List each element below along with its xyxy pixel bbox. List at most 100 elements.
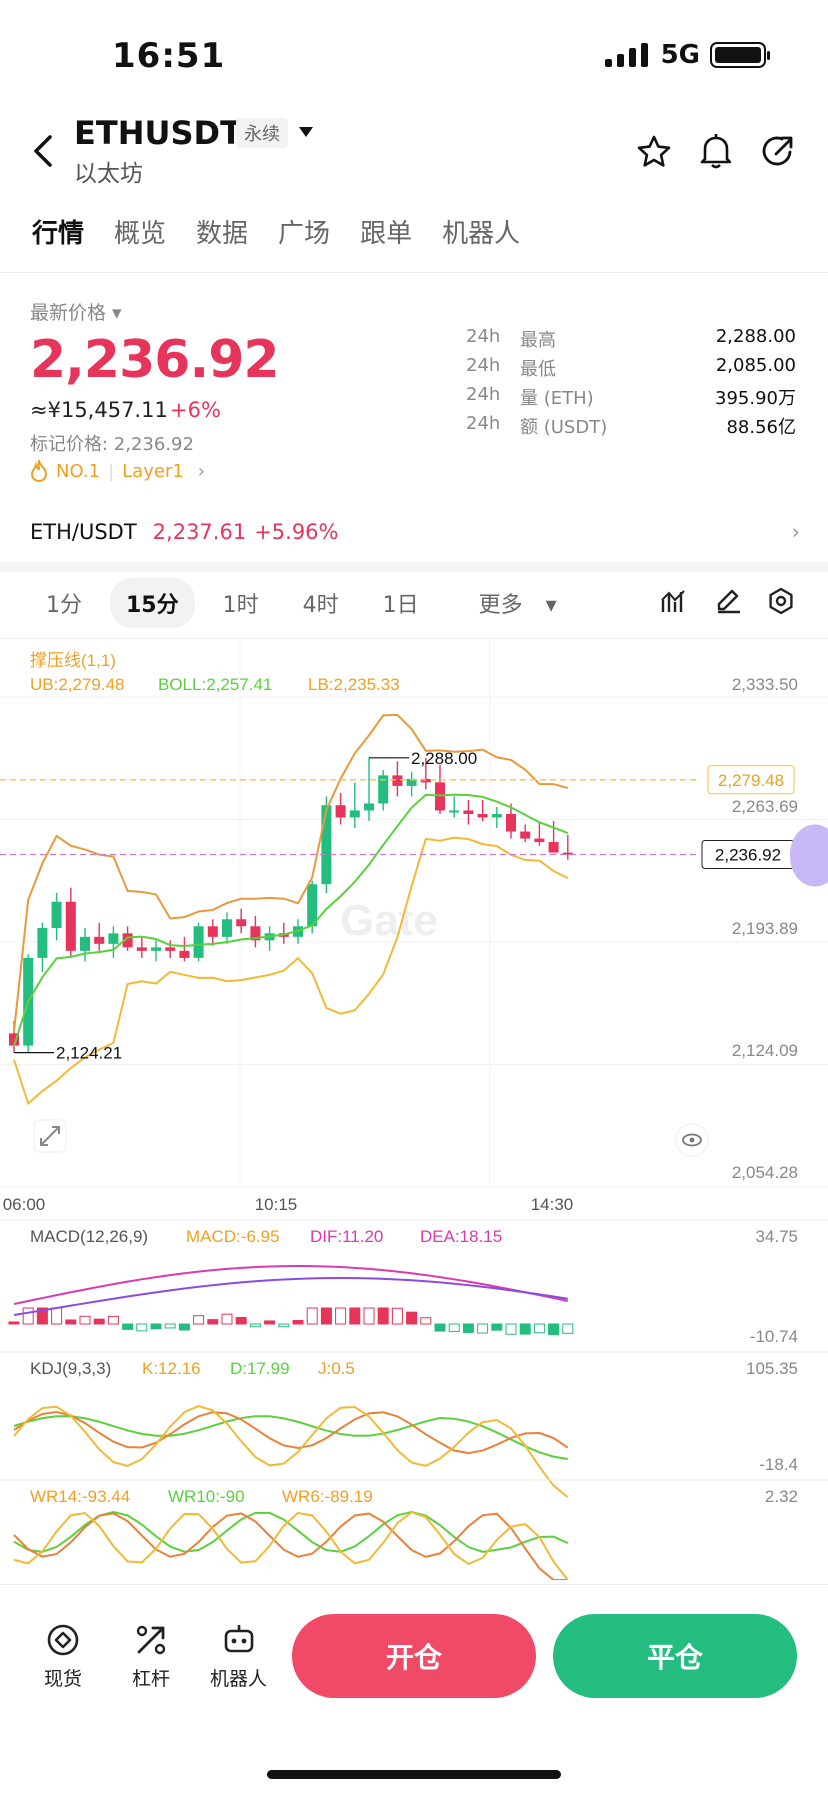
macd-bar [434, 1323, 446, 1332]
candle-body [463, 810, 474, 814]
candle-body [165, 947, 176, 951]
macd-bar [235, 1317, 247, 1325]
candle-body [222, 919, 232, 937]
close-position-button[interactable]: 平仓 [553, 1614, 797, 1698]
macd-bar [164, 1323, 176, 1329]
wr14-line [13, 1512, 568, 1580]
candle-body [94, 936, 105, 944]
spot-icon [47, 1624, 79, 1656]
macd-bar [136, 1323, 148, 1332]
candle-body [534, 838, 545, 843]
candle-body [364, 803, 374, 811]
bell-icon[interactable] [698, 132, 734, 170]
tab-square[interactable]: 广场 [278, 219, 331, 249]
tab-overview[interactable]: 概览 [114, 219, 167, 249]
divider [0, 1584, 828, 1585]
share-icon[interactable] [760, 134, 796, 170]
eye-pupil-icon [689, 1137, 695, 1143]
stat-turnover: 24h 额 (USDT) 88.56亿 [466, 413, 796, 438]
macd-bar [278, 1323, 290, 1328]
stat-high: 24h 最高 2,288.00 [466, 326, 796, 351]
macd-bar [178, 1323, 190, 1331]
macd-bar [122, 1323, 134, 1330]
macd-bar [79, 1315, 91, 1325]
stat-low: 24h 最低 2,085.00 [466, 355, 796, 380]
candle-body [108, 933, 119, 944]
macd-bar [93, 1318, 105, 1325]
rank-row[interactable]: NO.1 | Layer1 › [30, 460, 205, 482]
candle-body [179, 950, 190, 958]
wr6-value: WR6:-89.19 [282, 1487, 373, 1506]
macd-bar [391, 1307, 403, 1325]
symbol-dropdown-icon[interactable] [298, 126, 314, 138]
y-tick-label: 2,193.89 [732, 919, 798, 938]
middle-band-line [13, 793, 569, 1046]
rank-label: NO.1 [56, 460, 101, 482]
robot-icon [224, 1625, 253, 1653]
y-tick-label: 2,054.28 [732, 1163, 798, 1182]
macd-bar [306, 1307, 318, 1325]
kline-chart[interactable]: 撑压线(1,1) UB:2,279.48 BOLL:2,257.41 LB:2,235… [0, 640, 828, 1580]
macd-bar [462, 1323, 474, 1333]
floating-handle [790, 824, 828, 887]
candle-body [207, 926, 218, 937]
tab-market[interactable]: 行情 [32, 219, 85, 249]
flame-icon [30, 460, 48, 482]
macd-bar [349, 1307, 361, 1325]
perp-tag: 永续 [236, 118, 288, 148]
wr14-value: WR14:-93.44 [30, 1487, 130, 1506]
star-icon[interactable] [636, 134, 672, 170]
open-position-button[interactable]: 开仓 [292, 1614, 536, 1698]
candle-body [307, 884, 318, 927]
last-price: 2,236.92 [30, 330, 280, 390]
tf-4h[interactable]: 4时 [302, 593, 339, 618]
settings-icon[interactable] [767, 587, 795, 615]
tf-15m[interactable]: 15分 [110, 578, 195, 628]
latest-price-label[interactable]: 最新价格 ▾ [30, 302, 122, 324]
mark-price: 标记价格: 2,236.92 [30, 434, 194, 455]
candle-body [65, 901, 76, 951]
tab-bot[interactable]: 机器人 [442, 219, 521, 249]
nav-bot[interactable]: 机器人 [210, 1622, 267, 1691]
macd-top-label: 34.75 [755, 1227, 798, 1246]
dea-line [13, 1276, 568, 1316]
network-label: 5G [660, 40, 700, 70]
dif-line [13, 1264, 569, 1305]
spot-row[interactable]: ETH/USDT 2,237.61 +5.96% › [30, 520, 800, 544]
candle-body [335, 805, 346, 818]
macd-bar [264, 1320, 276, 1325]
macd-bar [477, 1323, 489, 1334]
indicator-icon[interactable] [660, 588, 688, 614]
section-gap [0, 562, 828, 572]
lower-band-line [13, 836, 569, 1106]
back-icon[interactable] [30, 134, 54, 168]
macd-bar [292, 1320, 304, 1325]
ub-price-tag [707, 765, 795, 795]
candle-body [151, 947, 161, 951]
candle-body [236, 919, 247, 927]
draw-icon[interactable] [714, 588, 742, 614]
tab-data[interactable]: 数据 [196, 219, 249, 249]
tf-more[interactable]: 更多 ▾ [478, 593, 557, 618]
ub-price-tag-label: 2,279.48 [718, 771, 784, 790]
candle-body [491, 813, 502, 818]
upper-band-line [13, 713, 569, 1032]
ub-label: UB:2,279.48 [30, 675, 125, 694]
candle-body [321, 805, 332, 885]
tf-1d[interactable]: 1日 [382, 593, 419, 618]
macd-bar [8, 1321, 20, 1325]
status-time: 16:51 [112, 36, 226, 76]
macd-bar [335, 1307, 347, 1325]
divider [0, 272, 828, 273]
nav-spot[interactable]: 现货 [44, 1622, 82, 1691]
indicator-title: 撑压线(1,1) [30, 651, 116, 670]
nav-lever[interactable]: 杠杆 [132, 1622, 170, 1691]
signal-icon [604, 43, 648, 67]
macd-bar [221, 1313, 233, 1325]
tf-1m[interactable]: 1分 [46, 593, 82, 618]
tab-copy-trade[interactable]: 跟单 [360, 219, 413, 249]
tf-1h[interactable]: 1时 [222, 593, 259, 618]
candle-body [193, 926, 204, 958]
symbol-title[interactable]: ETHUSDT [74, 114, 242, 152]
macd-bar [533, 1323, 545, 1334]
